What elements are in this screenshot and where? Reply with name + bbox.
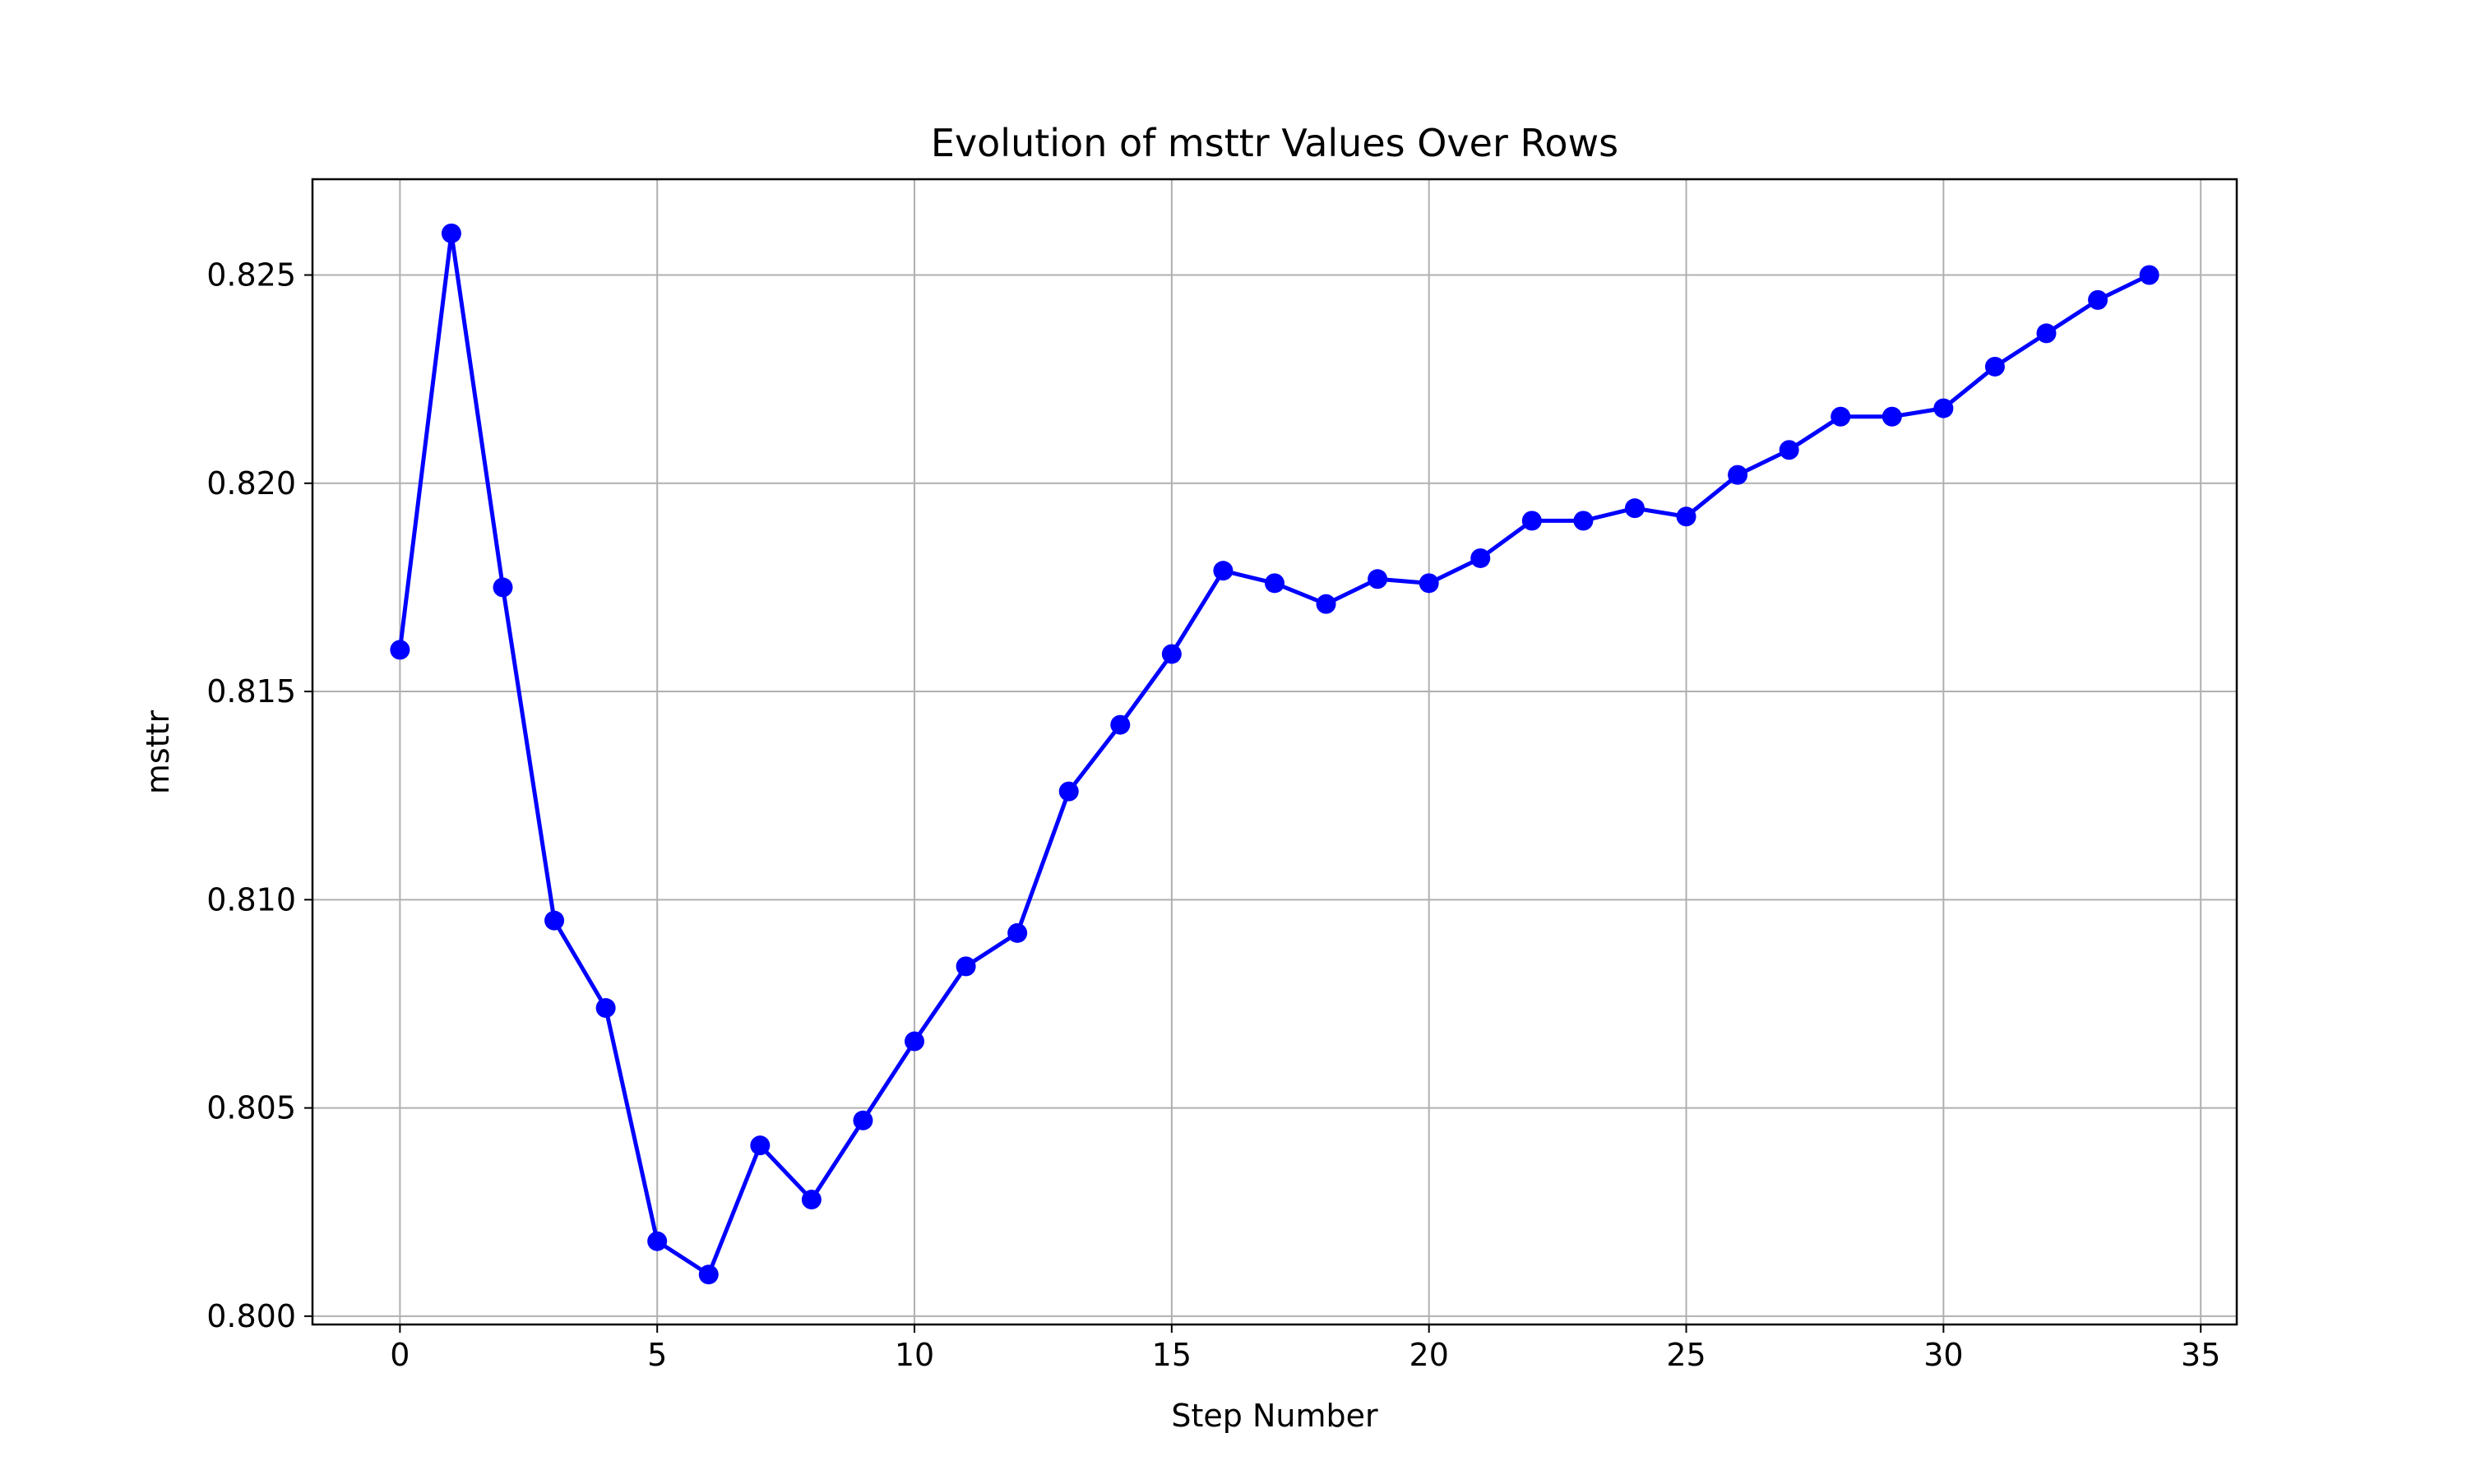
data-point [801, 1190, 822, 1210]
y-tick-label: 0.810 [206, 881, 296, 918]
data-point [1213, 561, 1234, 581]
data-point [1831, 406, 1851, 427]
data-point [441, 223, 461, 243]
y-tick-label: 0.825 [206, 257, 296, 294]
data-point [750, 1135, 771, 1156]
data-point [2036, 323, 2057, 344]
plot-area-frame [311, 178, 2238, 1326]
data-point [1728, 465, 1748, 485]
x-tick-label: 30 [1923, 1337, 1963, 1373]
data-point [544, 910, 565, 931]
data-point [2139, 265, 2159, 285]
data-point [1676, 506, 1696, 527]
data-point [1470, 548, 1491, 568]
x-axis-ticks: 0 5 10 15 20 25 30 35 [390, 1325, 2220, 1373]
data-point [390, 640, 410, 660]
data-point [1265, 573, 1284, 594]
series-layer [390, 223, 2159, 1285]
data-point [905, 1031, 925, 1052]
data-point [1368, 569, 1388, 589]
y-tick-label: 0.820 [206, 465, 296, 502]
series-line [397, 231, 2150, 1277]
x-tick-label: 20 [1409, 1337, 1449, 1373]
grid-lines [312, 179, 2237, 1325]
data-point [1573, 511, 1594, 531]
data-point [1316, 594, 1336, 614]
data-point [698, 1264, 719, 1285]
data-point [853, 1110, 873, 1130]
data-point [595, 998, 616, 1019]
y-axis-ticks: 0.800 0.805 0.810 0.815 0.820 0.825 [206, 257, 312, 1334]
data-point [1881, 406, 1902, 427]
data-point [647, 1231, 668, 1251]
y-axis-label: msttr [140, 710, 176, 795]
data-point [2088, 289, 2108, 310]
data-point [1984, 356, 2005, 377]
data-point [1624, 498, 1645, 519]
data-point [1058, 781, 1079, 802]
chart-title: Evolution of msttr Values Over Rows [931, 121, 1618, 165]
data-point [1419, 573, 1439, 594]
x-axis-label: Step Number [1171, 1398, 1378, 1434]
x-tick-label: 35 [2181, 1337, 2220, 1373]
x-tick-label: 10 [895, 1337, 934, 1373]
data-point [1110, 714, 1131, 735]
x-tick-label: 15 [1152, 1337, 1192, 1373]
data-point [956, 956, 976, 977]
x-tick-label: 25 [1666, 1337, 1706, 1373]
x-tick-label: 5 [647, 1337, 667, 1373]
data-point [1161, 644, 1182, 664]
data-point [493, 577, 513, 598]
data-point [1779, 440, 1799, 460]
x-tick-label: 0 [390, 1337, 410, 1373]
y-tick-label: 0.805 [206, 1090, 296, 1126]
data-point [1007, 922, 1028, 943]
data-point [1933, 398, 1954, 418]
y-tick-label: 0.800 [206, 1298, 296, 1334]
data-point [1521, 511, 1542, 531]
y-tick-label: 0.815 [206, 673, 296, 710]
